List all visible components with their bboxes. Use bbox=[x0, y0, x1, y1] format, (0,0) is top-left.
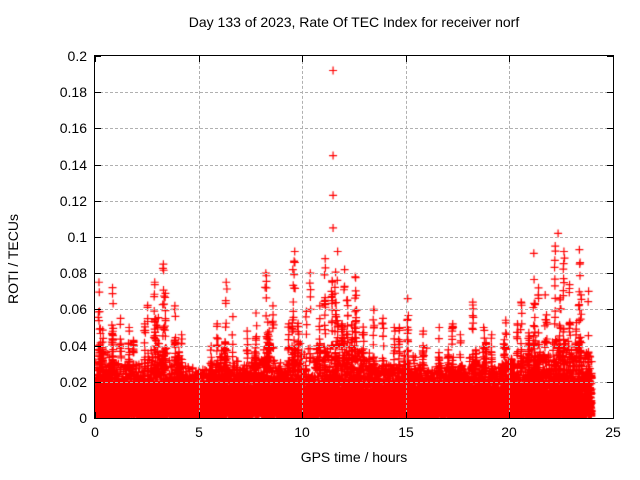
x-tick-mark-top bbox=[509, 56, 510, 62]
gridline-horizontal bbox=[95, 165, 613, 166]
y-tick-label: 0.14 bbox=[59, 157, 87, 173]
gridline-horizontal bbox=[95, 273, 613, 274]
y-tick-label: 0.12 bbox=[59, 193, 87, 209]
y-tick-mark bbox=[95, 382, 101, 383]
plot-area bbox=[94, 55, 614, 419]
chart-title: Day 133 of 2023, Rate Of TEC Index for r… bbox=[188, 14, 520, 30]
y-tick-mark-right bbox=[607, 165, 613, 166]
y-axis-label: ROTI / TECUs bbox=[5, 214, 21, 304]
x-tick-mark bbox=[302, 412, 303, 418]
y-tick-mark bbox=[95, 418, 101, 419]
x-tick-label: 0 bbox=[91, 424, 99, 440]
y-tick-mark-right bbox=[607, 382, 613, 383]
x-tick-label: 10 bbox=[294, 424, 310, 440]
x-tick-mark bbox=[509, 412, 510, 418]
gridline-horizontal bbox=[95, 382, 613, 383]
x-tick-mark-top bbox=[406, 56, 407, 62]
y-tick-mark-right bbox=[607, 201, 613, 202]
x-tick-label: 15 bbox=[398, 424, 414, 440]
gridline-horizontal bbox=[95, 201, 613, 202]
y-tick-mark bbox=[95, 92, 101, 93]
y-tick-mark bbox=[95, 273, 101, 274]
y-tick-mark bbox=[95, 346, 101, 347]
plot-inner bbox=[95, 56, 614, 419]
x-tick-label: 25 bbox=[605, 424, 621, 440]
x-tick-mark bbox=[199, 412, 200, 418]
x-tick-mark bbox=[613, 412, 614, 418]
y-tick-mark bbox=[95, 165, 101, 166]
y-tick-label: 0.02 bbox=[59, 374, 87, 390]
y-tick-mark-right bbox=[607, 309, 613, 310]
gridline-horizontal bbox=[95, 237, 613, 238]
y-tick-mark-right bbox=[607, 56, 613, 57]
y-tick-mark bbox=[95, 201, 101, 202]
x-tick-mark-top bbox=[95, 56, 96, 62]
y-tick-label: 0.1 bbox=[67, 229, 87, 245]
y-tick-mark bbox=[95, 56, 101, 57]
y-tick-mark-right bbox=[607, 273, 613, 274]
x-tick-label: 5 bbox=[195, 424, 203, 440]
x-tick-mark bbox=[95, 412, 96, 418]
x-tick-mark-top bbox=[199, 56, 200, 62]
y-tick-label: 0.2 bbox=[67, 48, 87, 64]
gridline-horizontal bbox=[95, 309, 613, 310]
x-tick-mark bbox=[406, 412, 407, 418]
y-tick-mark-right bbox=[607, 418, 613, 419]
gridline-horizontal bbox=[95, 346, 613, 347]
y-tick-label: 0.06 bbox=[59, 301, 87, 317]
y-tick-mark-right bbox=[607, 237, 613, 238]
gridline-horizontal bbox=[95, 92, 613, 93]
x-tick-mark-top bbox=[302, 56, 303, 62]
y-tick-mark bbox=[95, 128, 101, 129]
y-tick-mark-right bbox=[607, 128, 613, 129]
y-tick-label: 0.16 bbox=[59, 120, 87, 136]
y-tick-label: 0.18 bbox=[59, 84, 87, 100]
y-tick-mark bbox=[95, 237, 101, 238]
y-tick-label: 0.08 bbox=[59, 265, 87, 281]
gridline-horizontal bbox=[95, 128, 613, 129]
x-tick-label: 20 bbox=[501, 424, 517, 440]
x-tick-mark-top bbox=[613, 56, 614, 62]
y-tick-label: 0 bbox=[79, 410, 87, 426]
y-tick-label: 0.04 bbox=[59, 338, 87, 354]
y-tick-mark-right bbox=[607, 92, 613, 93]
y-tick-mark bbox=[95, 309, 101, 310]
y-tick-mark-right bbox=[607, 346, 613, 347]
x-axis-label: GPS time / hours bbox=[300, 449, 408, 465]
